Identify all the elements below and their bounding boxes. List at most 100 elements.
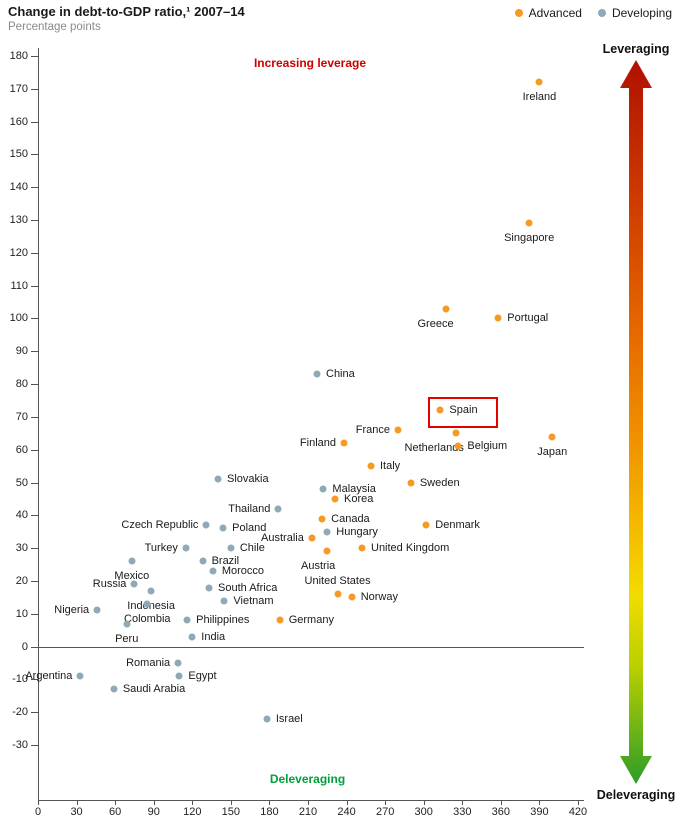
data-point-netherlands [452, 429, 460, 437]
y-tick-label: 20 [15, 574, 28, 587]
y-tick-mark [31, 745, 38, 746]
x-tick-label: 60 [109, 806, 122, 818]
country-label: Malaysia [332, 483, 376, 496]
x-tick-mark [38, 800, 39, 805]
y-tick-label: 180 [9, 50, 28, 62]
country-label: Hungary [336, 525, 378, 538]
data-point-chile [227, 544, 235, 552]
country-label: Germany [288, 614, 334, 627]
data-point-canada [318, 515, 326, 523]
data-point-vietnam [220, 597, 228, 605]
data-point-belgium [454, 442, 462, 450]
x-tick-mark [346, 800, 348, 805]
country-label: Greece [417, 317, 454, 330]
data-point-slovakia [214, 475, 222, 483]
country-label: Saudi Arabia [122, 683, 186, 696]
x-tick-label: 150 [221, 806, 241, 818]
data-point-israel [263, 715, 271, 723]
country-label: Indonesia [127, 599, 175, 612]
country-label: Russia [92, 578, 127, 591]
country-label: Brazil [211, 555, 240, 568]
x-tick-mark [500, 800, 502, 805]
y-axis-line [38, 48, 39, 800]
y-tick-mark [31, 482, 38, 484]
y-tick-mark [31, 154, 38, 156]
y-tick-label: -10 [12, 673, 28, 686]
legend-label-advanced: Advanced [528, 6, 582, 20]
advanced-dot-icon [514, 9, 523, 17]
x-tick-label: 330 [453, 806, 472, 818]
legend-item-developing: Developing [597, 6, 672, 20]
y-tick-label: 10 [15, 607, 28, 620]
data-point-hungary [323, 528, 331, 536]
country-label: Egypt [188, 670, 217, 683]
country-label: France [355, 424, 390, 437]
data-point-indonesia [147, 587, 155, 595]
arrow-bottom-label: Deleveraging [596, 788, 676, 802]
country-label: Singapore [504, 232, 555, 245]
y-tick-mark [31, 384, 38, 386]
x-tick-mark [192, 800, 194, 805]
data-point-morocco [209, 567, 217, 575]
y-tick-mark [31, 449, 38, 451]
country-label: Romania [126, 656, 171, 669]
x-tick-mark [230, 800, 232, 805]
y-tick-label: 150 [9, 148, 28, 161]
data-point-united-kingdom [358, 544, 366, 552]
x-tick-mark [153, 800, 155, 805]
country-label: Chile [239, 542, 265, 555]
leverage-gradient-arrow-icon [620, 60, 652, 784]
x-tick-label: 390 [530, 806, 549, 818]
y-tick-mark [31, 56, 38, 57]
y-tick-mark [31, 220, 38, 222]
data-point-russia [130, 580, 138, 588]
country-label: United Kingdom [371, 542, 450, 555]
y-tick-label: 60 [15, 443, 28, 456]
country-label: Israel [275, 712, 303, 725]
deleveraging-annotation: Deleveraging [269, 772, 346, 786]
y-tick-mark [31, 121, 38, 123]
country-label: Finland [299, 437, 336, 450]
data-point-korea [331, 495, 339, 503]
y-tick-label: 80 [15, 378, 28, 391]
data-point-saudi-arabia [110, 685, 118, 693]
data-point-norway [348, 593, 356, 601]
country-label: Canada [331, 512, 370, 525]
x-tick-label: 240 [337, 806, 356, 818]
x-tick-label: 270 [375, 806, 395, 818]
country-label: Thailand [228, 502, 271, 515]
country-label: Belgium [467, 440, 508, 453]
page-title: Change in debt-to-GDP ratio,¹ 2007–14 [8, 4, 245, 19]
data-point-poland [219, 524, 227, 532]
x-tick-label: 300 [414, 806, 433, 818]
x-tick-mark [539, 800, 541, 805]
data-point-argentina [76, 672, 84, 680]
y-tick-label: 100 [9, 312, 28, 325]
country-label: Norway [360, 591, 398, 604]
country-label: Argentina [25, 670, 73, 683]
x-tick-mark [578, 800, 579, 805]
data-point-sweden [407, 479, 415, 487]
country-label: Poland [232, 522, 267, 535]
country-label: Slovakia [227, 473, 269, 486]
y-tick-mark [31, 613, 38, 615]
y-tick-mark [31, 285, 38, 287]
data-point-peru [123, 620, 131, 628]
data-point-spain [436, 406, 444, 414]
data-point-australia [308, 534, 316, 542]
x-axis-line [38, 800, 584, 801]
country-label: Sweden [419, 476, 460, 489]
y-tick-label: 170 [9, 82, 28, 95]
y-tick-mark [31, 416, 38, 418]
data-point-united-states [334, 590, 342, 598]
country-label: Italy [380, 460, 401, 473]
y-tick-label: 120 [9, 246, 28, 259]
data-point-romania [174, 659, 182, 667]
data-point-denmark [422, 521, 430, 529]
data-point-malaysia [319, 485, 327, 493]
country-label: Mexico [114, 570, 150, 583]
y-tick-mark [31, 88, 38, 90]
arrow-top-label: Leveraging [602, 42, 670, 56]
data-point-turkey [182, 544, 190, 552]
x-tick-label: 0 [34, 806, 42, 818]
